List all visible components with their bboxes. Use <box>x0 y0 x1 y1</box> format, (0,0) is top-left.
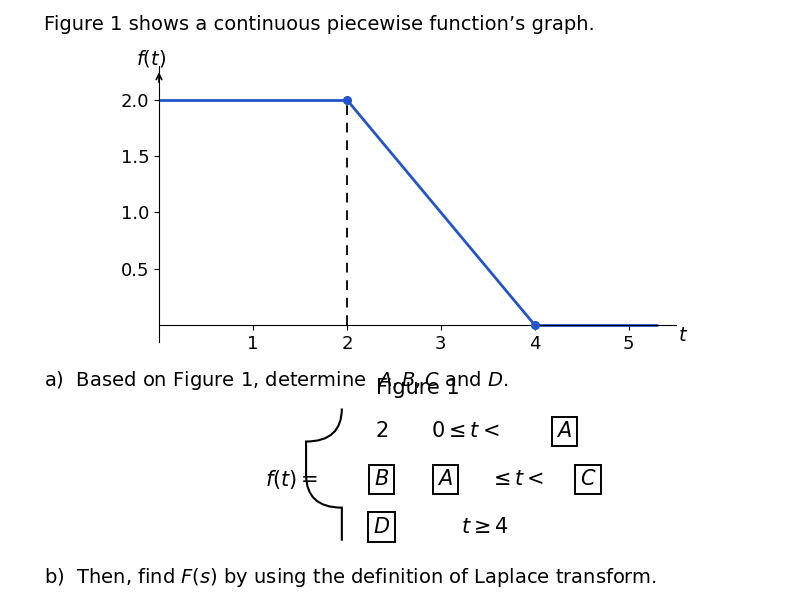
Text: $f(t)$: $f(t)$ <box>137 49 166 70</box>
Text: a)  Based on Figure 1, determine  $A, B, C$ and $D$.: a) Based on Figure 1, determine $A, B, C… <box>44 369 508 392</box>
Text: Figure 1: Figure 1 <box>375 378 460 398</box>
Text: $0 \leq t <$: $0 \leq t <$ <box>431 421 499 441</box>
Text: $t$: $t$ <box>677 326 688 345</box>
Text: $C$: $C$ <box>580 469 596 489</box>
Text: $D$: $D$ <box>373 517 390 537</box>
Text: $\leq t <$: $\leq t <$ <box>489 469 545 489</box>
Text: Figure 1 shows a continuous piecewise function’s graph.: Figure 1 shows a continuous piecewise fu… <box>44 15 595 34</box>
Text: $t \geq 4$: $t \geq 4$ <box>461 517 509 537</box>
Text: $2$: $2$ <box>375 421 388 441</box>
Text: $B$: $B$ <box>374 469 389 489</box>
Text: $A$: $A$ <box>437 469 453 489</box>
Text: $A$: $A$ <box>556 421 572 441</box>
Text: b)  Then, find $F\left(s\right)$ by using the definition of Laplace transform.: b) Then, find $F\left(s\right)$ by using… <box>44 566 657 589</box>
Text: $f\left(t\right)=$: $f\left(t\right)=$ <box>265 467 318 491</box>
